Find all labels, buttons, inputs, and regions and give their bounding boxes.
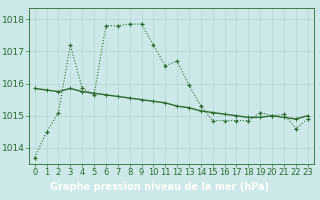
Text: Graphe pression niveau de la mer (hPa): Graphe pression niveau de la mer (hPa): [51, 182, 269, 192]
